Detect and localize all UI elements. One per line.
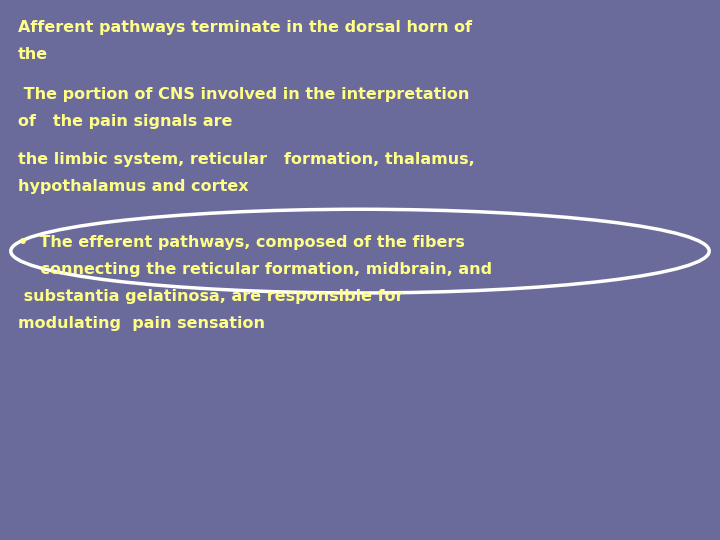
Text: •  The efferent pathways, composed of the fibers: • The efferent pathways, composed of the… — [18, 235, 465, 250]
Text: the: the — [18, 47, 48, 62]
Text: modulating  pain sensation: modulating pain sensation — [18, 316, 265, 331]
Text: the limbic system, reticular   formation, thalamus,: the limbic system, reticular formation, … — [18, 152, 474, 167]
Text: Afferent pathways terminate in the dorsal horn of: Afferent pathways terminate in the dorsa… — [18, 20, 472, 35]
Text: connecting the reticular formation, midbrain, and: connecting the reticular formation, midb… — [18, 262, 492, 277]
Text: hypothalamus and cortex: hypothalamus and cortex — [18, 179, 248, 194]
Text: substantia gelatinosa, are responsible for: substantia gelatinosa, are responsible f… — [18, 289, 404, 304]
Text: of   the pain signals are: of the pain signals are — [18, 114, 233, 129]
Text: The portion of CNS involved in the interpretation: The portion of CNS involved in the inter… — [18, 87, 469, 102]
